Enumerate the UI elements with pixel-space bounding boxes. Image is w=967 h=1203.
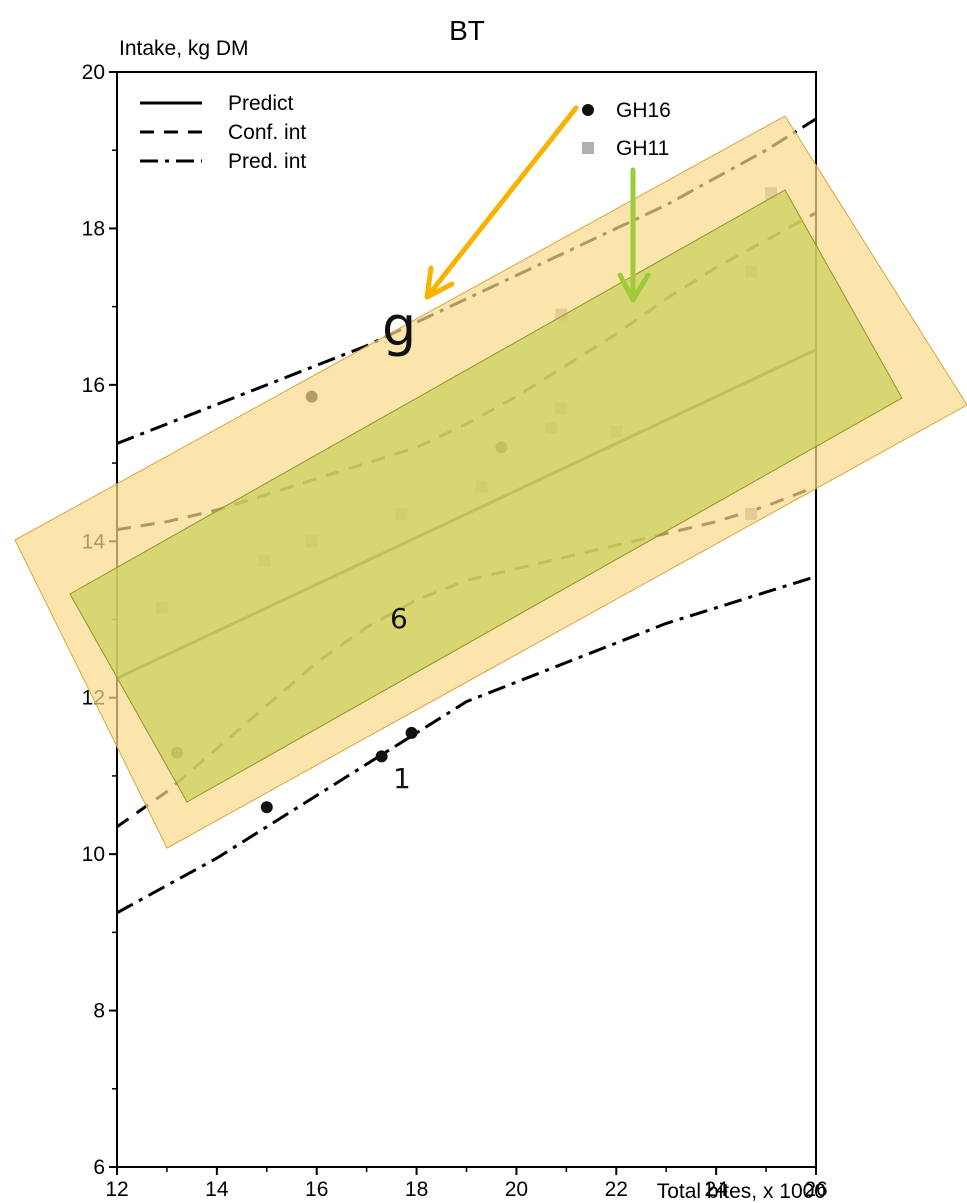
chart-title: BT (449, 15, 485, 46)
legend-conf-int-label: Conf. int (228, 121, 306, 144)
legend-gh16-label: GH16 (616, 99, 671, 122)
y-tick-label: 18 (82, 217, 105, 240)
highlight-overlay (14, 115, 967, 849)
legend-predict-label: Predict (228, 92, 294, 115)
x-tick-label: 20 (505, 1178, 528, 1201)
y-tick-label: 6 (93, 1156, 105, 1179)
x-tick-label: 12 (105, 1178, 128, 1201)
legend-gh11-marker (582, 142, 594, 154)
inner-highlight-band (69, 189, 903, 803)
y-tick-label: 8 (93, 1000, 105, 1023)
green-arrow-head (617, 272, 651, 303)
point-gh16 (260, 801, 273, 814)
y-tick-label: 16 (82, 374, 105, 397)
y-axis-label: Intake, kg DM (119, 37, 249, 60)
x-tick-label: 18 (405, 1178, 428, 1201)
legend-pred-int-label: Pred. int (228, 150, 306, 173)
edge-fragment-1: 1 (393, 762, 411, 795)
point-gh16 (375, 750, 388, 763)
x-tick-label: 16 (305, 1178, 328, 1201)
x-axis-label: Total bites, x 1000 (657, 1180, 826, 1203)
y-tick-label: 10 (82, 843, 105, 866)
legend: Predict Conf. int Pred. int GH16 GH11 (140, 92, 671, 173)
legend-gh16-marker (582, 104, 594, 116)
annotation-arrows (424, 105, 651, 303)
series-line-pred-intlower (116, 575, 817, 915)
point-gh16 (405, 726, 418, 739)
x-tick-label: 14 (205, 1178, 229, 1201)
y-tick-label: 20 (82, 61, 105, 84)
x-tick-label: 26 (804, 1178, 827, 1201)
edge-fragment-6: 6 (390, 602, 408, 635)
x-tick-label: 22 (605, 1178, 628, 1201)
orange-arrow-head (424, 265, 455, 300)
legend-gh11-label: GH11 (616, 137, 669, 160)
edge-fragment-g: g (382, 295, 416, 358)
x-tick-label: 24 (704, 1178, 728, 1201)
orange-arrow-shaft (424, 105, 579, 300)
